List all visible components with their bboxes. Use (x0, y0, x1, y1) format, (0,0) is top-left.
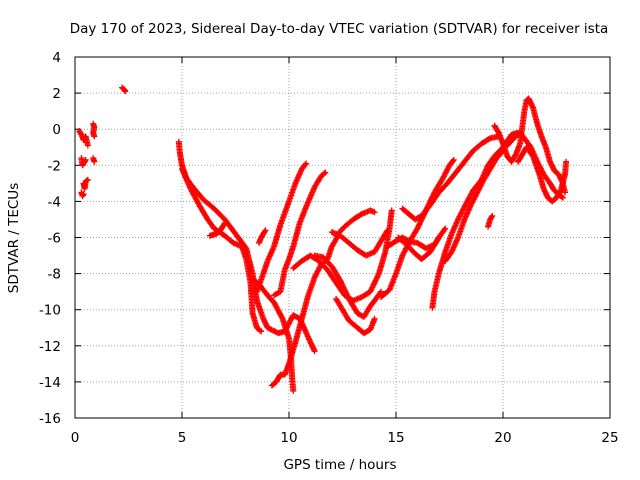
data-point (384, 227, 391, 234)
data-point (488, 214, 495, 221)
chart-title: Day 170 of 2023, Sidereal Day-to-day VTE… (70, 21, 609, 37)
data-point (559, 194, 566, 201)
series-s8 (175, 138, 318, 355)
data-point (311, 348, 318, 355)
y-tick-label: 0 (52, 122, 61, 138)
data-point (91, 158, 98, 165)
data-point (84, 142, 91, 149)
series-s17 (311, 252, 385, 320)
data-point (302, 161, 309, 168)
data-point (441, 226, 448, 233)
data-point (404, 237, 411, 244)
series-s1 (76, 128, 91, 149)
data-point (81, 158, 88, 165)
x-axis-label: GPS time / hours (283, 457, 396, 473)
x-tick-label: 15 (387, 430, 404, 446)
x-tick-label: 10 (280, 430, 297, 446)
series-s2 (78, 155, 89, 169)
y-tick-labels: -16 -14 -12 -10 -8 -6 -4 -2 0 2 4 (39, 50, 61, 427)
data-point (557, 188, 564, 195)
y-axis-label: SDTVAR / TECUs (6, 183, 22, 293)
data-point (450, 156, 457, 163)
x-tick-label: 0 (71, 430, 80, 446)
series-s14 (271, 169, 329, 299)
data-point (221, 220, 228, 227)
data-point (303, 160, 310, 167)
x-tick-label: 25 (601, 430, 618, 446)
data-point (82, 156, 89, 163)
data-point (377, 289, 384, 296)
series-s5 (90, 120, 98, 140)
series-s12 (256, 227, 269, 246)
data-point (371, 315, 378, 322)
y-tick-label: 4 (52, 50, 61, 66)
x-tick-label: 20 (494, 430, 511, 446)
series-s27 (485, 212, 496, 230)
y-tick-label: -2 (48, 158, 61, 174)
series-s20 (333, 207, 378, 239)
data-point (321, 170, 328, 177)
data-point (290, 387, 297, 394)
y-tick-label: 2 (52, 86, 61, 102)
y-tick-label: -8 (48, 267, 61, 283)
data-point (563, 158, 570, 165)
y-tick-label: -12 (39, 339, 61, 355)
series-s13 (253, 160, 310, 295)
x-tick-label: 5 (178, 430, 187, 446)
y-tick-label: -10 (39, 303, 61, 319)
data-point (489, 212, 496, 219)
data-point (257, 327, 264, 334)
series-s9 (179, 165, 265, 335)
series-s7 (119, 84, 129, 95)
data-point (221, 221, 228, 228)
data-point (91, 133, 98, 140)
data-point (262, 227, 269, 234)
series-s6 (90, 155, 98, 165)
data-point (449, 157, 456, 164)
series-s18 (333, 295, 378, 337)
series-s15 (268, 232, 342, 389)
data-point (322, 169, 329, 176)
data-points (76, 84, 570, 394)
tick-marks (74, 56, 611, 419)
data-point (84, 176, 91, 183)
series-s4 (78, 189, 87, 199)
data-point (371, 209, 378, 216)
y-tick-label: -6 (48, 231, 61, 247)
series-s30 (514, 144, 570, 205)
series-s26 (442, 147, 506, 264)
y-tick-label: -14 (39, 375, 61, 391)
x-tick-labels: 0 5 10 15 20 25 (71, 430, 619, 446)
data-point (80, 191, 87, 198)
data-point (261, 228, 268, 235)
series-s10 (206, 220, 228, 239)
y-tick-label: -16 (39, 411, 61, 427)
series-s23 (395, 225, 449, 263)
data-point (378, 288, 385, 295)
data-point (388, 207, 395, 214)
data-point (122, 88, 129, 95)
y-tick-label: -4 (48, 194, 61, 210)
data-point (442, 225, 449, 232)
data-point (83, 177, 90, 184)
series-s19 (328, 227, 391, 259)
data-point (258, 328, 265, 335)
series-s3 (80, 176, 91, 192)
